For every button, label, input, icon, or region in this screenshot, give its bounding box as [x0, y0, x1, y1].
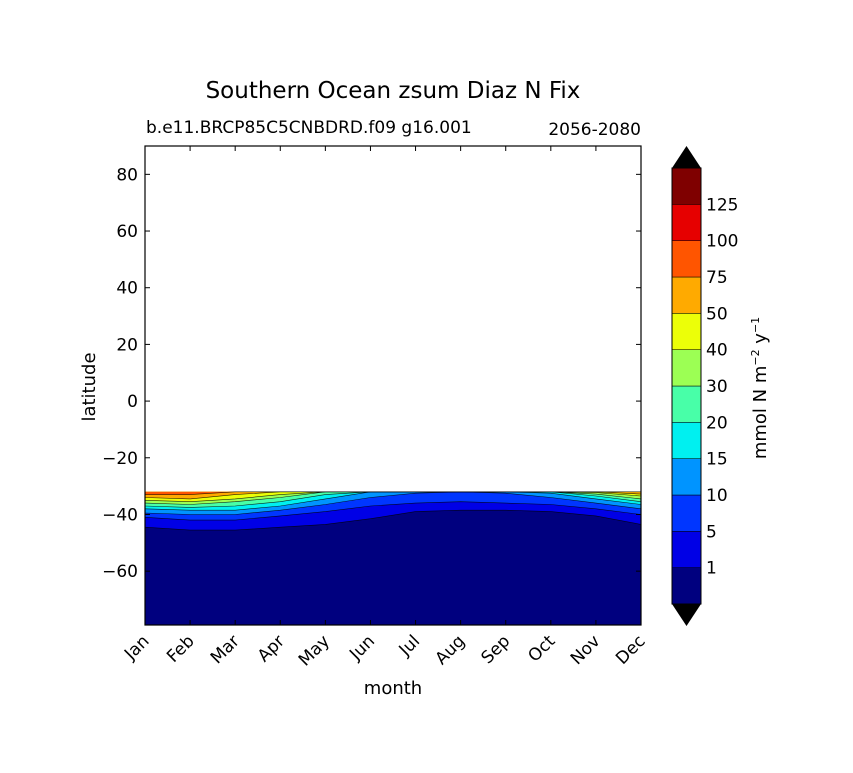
colorbar-tick-label: 15: [706, 450, 728, 470]
colorbar-swatch: [671, 167, 702, 205]
colorbar: [671, 146, 702, 626]
colorbar-tick-label: 5: [706, 522, 717, 542]
y-tick-label: 40: [116, 279, 138, 299]
contour-line-1: [145, 509, 641, 531]
colorbar-swatch: [671, 349, 702, 387]
colorbar-swatch: [671, 313, 702, 350]
contour-band-7: [145, 491, 641, 502]
y-axis: 80 60 40 20 0 −20 −40 −60: [102, 165, 641, 582]
x-tick-label: Jan: [120, 631, 153, 664]
colorbar-tick-label: 20: [706, 413, 728, 433]
colorbar-tick-label: 1: [706, 559, 717, 579]
chart-subtitle-years: 2056-2080: [548, 120, 641, 140]
x-tick-label: Nov: [567, 631, 605, 669]
colorbar-frame: [671, 167, 702, 605]
y-tick-label: −20: [102, 449, 138, 469]
y-tick-label: 20: [116, 335, 138, 355]
colorbar-tick-label: 125: [706, 195, 738, 215]
colorbar-swatch: [671, 240, 702, 278]
colorbar-tick-label: 75: [706, 268, 728, 288]
colorbar-tick-label: 50: [706, 304, 728, 324]
colorbar-tick-label: 100: [706, 232, 738, 252]
y-tick-label: −60: [102, 562, 138, 582]
colorbar-swatch: [671, 567, 702, 605]
colorbar-swatch: [671, 385, 702, 423]
x-axis-label: month: [364, 678, 422, 699]
chart-subtitle-case: b.e11.BRCP85C5CNBDRD.f09 g16.001: [146, 118, 472, 138]
y-tick-label: 80: [116, 165, 138, 185]
y-tick-label: 0: [127, 392, 138, 412]
colorbar-tick-label: 40: [706, 341, 728, 361]
x-tick-label: Feb: [163, 631, 198, 666]
contour-line-3: [145, 491, 641, 515]
x-tick-label: Aug: [432, 631, 470, 669]
contour-line-9: [145, 491, 641, 495]
y-tick-label: 60: [116, 222, 138, 242]
x-tick-label: May: [295, 631, 334, 670]
colorbar-swatch: [671, 276, 702, 314]
x-tick-label: Dec: [612, 631, 649, 668]
contour-field: [145, 491, 641, 625]
y-tick-label: −40: [102, 505, 138, 525]
x-tick-label: Apr: [254, 631, 289, 666]
chart-title: Southern Ocean zsum Diaz N Fix: [206, 78, 581, 104]
colorbar-extend-max: [672, 146, 701, 168]
colorbar-swatch: [671, 531, 702, 568]
x-tick-label: Sep: [477, 631, 514, 668]
x-tick-label: Mar: [207, 631, 244, 668]
colorbar-tick-label: 30: [706, 377, 728, 397]
x-tick-label: Jul: [395, 631, 424, 660]
colorbar-swatch: [671, 494, 702, 532]
contour-line-2: [145, 501, 641, 521]
y-axis-label: latitude: [79, 352, 100, 421]
plot-frame: [144, 145, 642, 626]
colorbar-swatch: [671, 422, 702, 459]
colorbar-label: mmol N m−2 y−1: [749, 317, 771, 459]
contour-lines: [145, 491, 641, 531]
colorbar-tick-label: 10: [706, 486, 728, 506]
x-tick-label: Oct: [524, 631, 559, 666]
colorbar-swatch: [671, 458, 702, 496]
colorbar-extend-min: [672, 604, 701, 626]
x-tick-label: Jun: [345, 631, 379, 665]
colorbar-swatch: [671, 204, 702, 241]
